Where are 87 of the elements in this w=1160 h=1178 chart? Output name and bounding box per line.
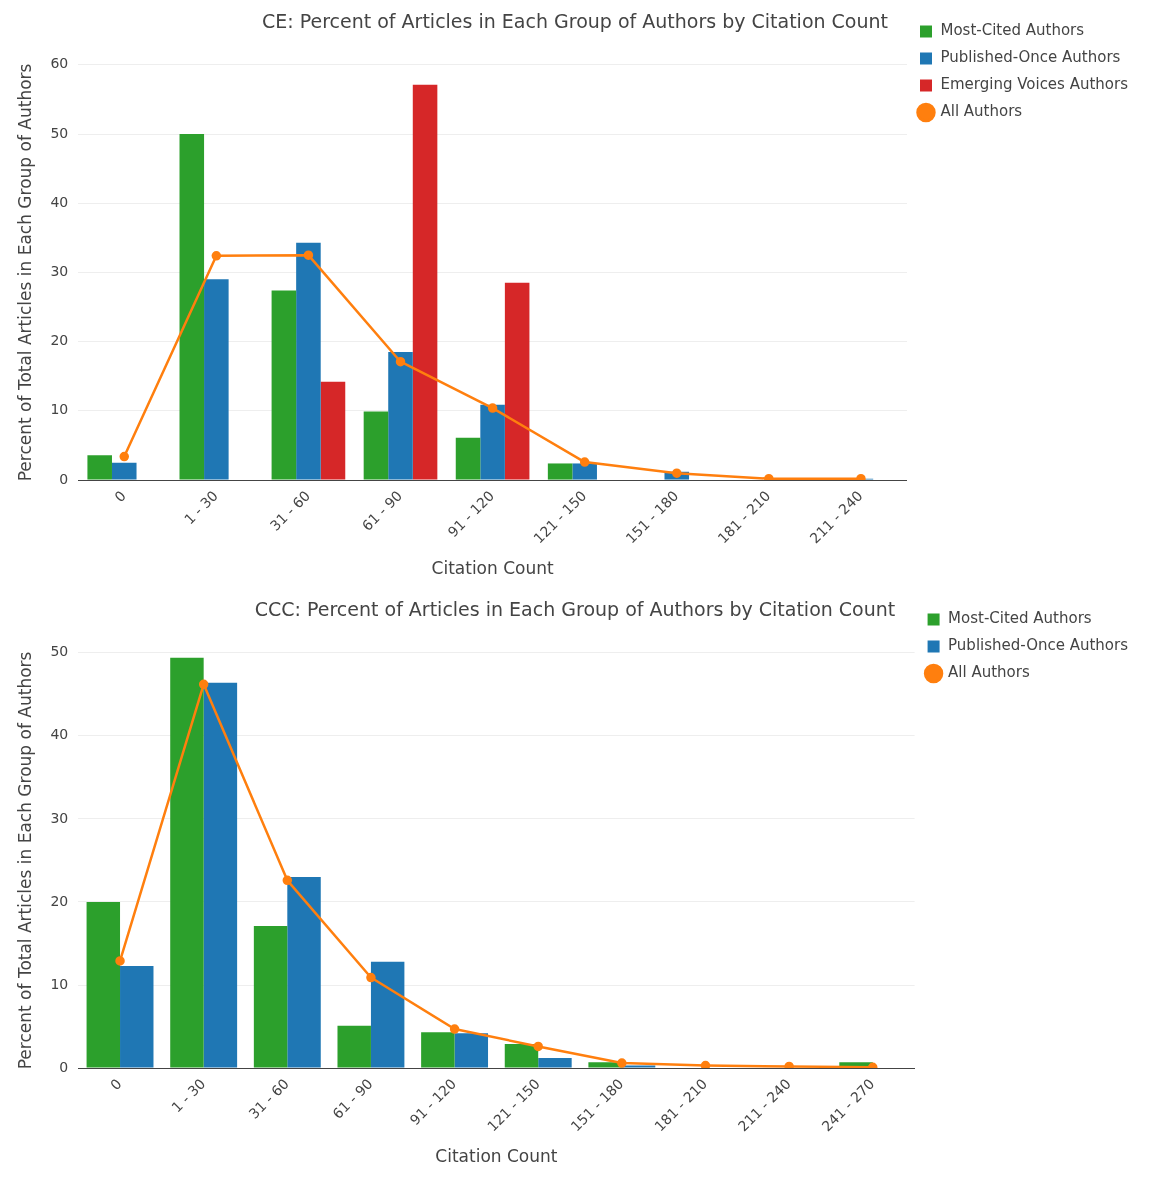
y-axis-title: Percent of Total Articles in Each Group of Authors [14, 651, 35, 1070]
y-tick-label: 10 [50, 975, 69, 992]
legend-label: Most-Cited Authors [940, 21, 1085, 40]
bar [320, 381, 346, 480]
chart-title: CCC: Percent of Articles in Each Group of Authors by Citation Count [254, 598, 896, 621]
bar [204, 279, 229, 480]
y-tick-label: 40 [50, 726, 69, 743]
bar [455, 437, 481, 480]
bar [203, 682, 238, 1068]
bar [179, 134, 205, 480]
bar [253, 926, 288, 1068]
chart-title: CE: Percent of Articles in Each Group of Authors by Citation Count [261, 10, 889, 33]
x-tick-label: 151 - 180 [622, 487, 682, 547]
bar [412, 84, 438, 480]
x-tick-label: 91 - 120 [444, 487, 498, 541]
bar [547, 463, 573, 480]
point [119, 451, 130, 462]
bar [271, 290, 297, 480]
x-tick-label: 31 - 60 [245, 1075, 292, 1122]
point [303, 250, 314, 260]
y-tick-label: 50 [50, 124, 69, 141]
legend-label: All Authors [948, 663, 1030, 682]
x-tick-label: 31 - 60 [266, 487, 314, 534]
bar [87, 455, 112, 480]
point [672, 468, 682, 478]
bar [337, 1025, 371, 1068]
bar [120, 965, 154, 1068]
bar [86, 901, 121, 1068]
bar [621, 1065, 656, 1068]
bar [504, 1043, 539, 1068]
point [366, 972, 376, 983]
bar [296, 242, 321, 480]
x-axis-title: Citation Count [431, 558, 554, 579]
point [784, 1061, 794, 1069]
point [764, 473, 774, 481]
point [579, 457, 590, 467]
point [115, 956, 125, 966]
y-tick-label: 0 [59, 470, 69, 487]
x-tick-label: 0 [107, 1075, 125, 1094]
bar [421, 1032, 455, 1068]
bar [572, 463, 597, 480]
bar [370, 961, 405, 1068]
point [211, 251, 222, 261]
x-tick-label: 121 - 150 [530, 487, 590, 547]
y-tick-label: 60 [50, 55, 69, 72]
point [617, 1058, 627, 1068]
point [856, 473, 866, 481]
point [282, 875, 293, 886]
y-tick-label: 20 [50, 892, 69, 909]
bar [170, 657, 204, 1068]
bar [538, 1058, 572, 1068]
legend-label: Published-Once Authors [940, 48, 1121, 67]
point [868, 1062, 878, 1069]
y-tick-label: 30 [50, 809, 69, 826]
x-tick-label: 0 [111, 487, 129, 506]
point [198, 679, 209, 690]
y-tick-label: 40 [50, 193, 69, 210]
bar [454, 1033, 489, 1068]
y-tick-label: 20 [50, 332, 69, 349]
y-tick-label: 0 [59, 1058, 69, 1075]
legend-label: Published-Once Authors [948, 636, 1129, 655]
point [449, 1024, 460, 1034]
point [533, 1041, 543, 1052]
y-axis-title: Percent of Total Articles in Each Group of Authors [14, 63, 35, 482]
bar [388, 352, 413, 480]
bar [480, 404, 505, 480]
legend-label: Most-Cited Authors [948, 609, 1092, 628]
x-tick-label: 91 - 120 [406, 1075, 460, 1129]
bar [504, 282, 530, 480]
bar [287, 877, 321, 1068]
x-tick-label: 151 - 180 [567, 1075, 627, 1135]
x-tick-label: 61 - 90 [329, 1075, 376, 1122]
legend-label: All Authors [940, 102, 1023, 121]
point [395, 356, 406, 367]
x-axis-title: Citation Count [435, 1146, 558, 1167]
x-tick-label: 1 - 30 [180, 487, 222, 528]
y-tick-label: 50 [50, 643, 69, 660]
x-tick-label: 121 - 150 [483, 1075, 543, 1135]
legend-label: Emerging Voices Authors [940, 75, 1129, 94]
x-tick-label: 61 - 90 [358, 487, 406, 534]
y-tick-label: 30 [50, 263, 69, 280]
y-tick-label: 10 [50, 401, 69, 418]
bar [363, 411, 389, 480]
x-tick-label: 1 - 30 [168, 1075, 209, 1116]
point [700, 1060, 711, 1069]
bar [111, 462, 137, 480]
point [487, 403, 498, 413]
